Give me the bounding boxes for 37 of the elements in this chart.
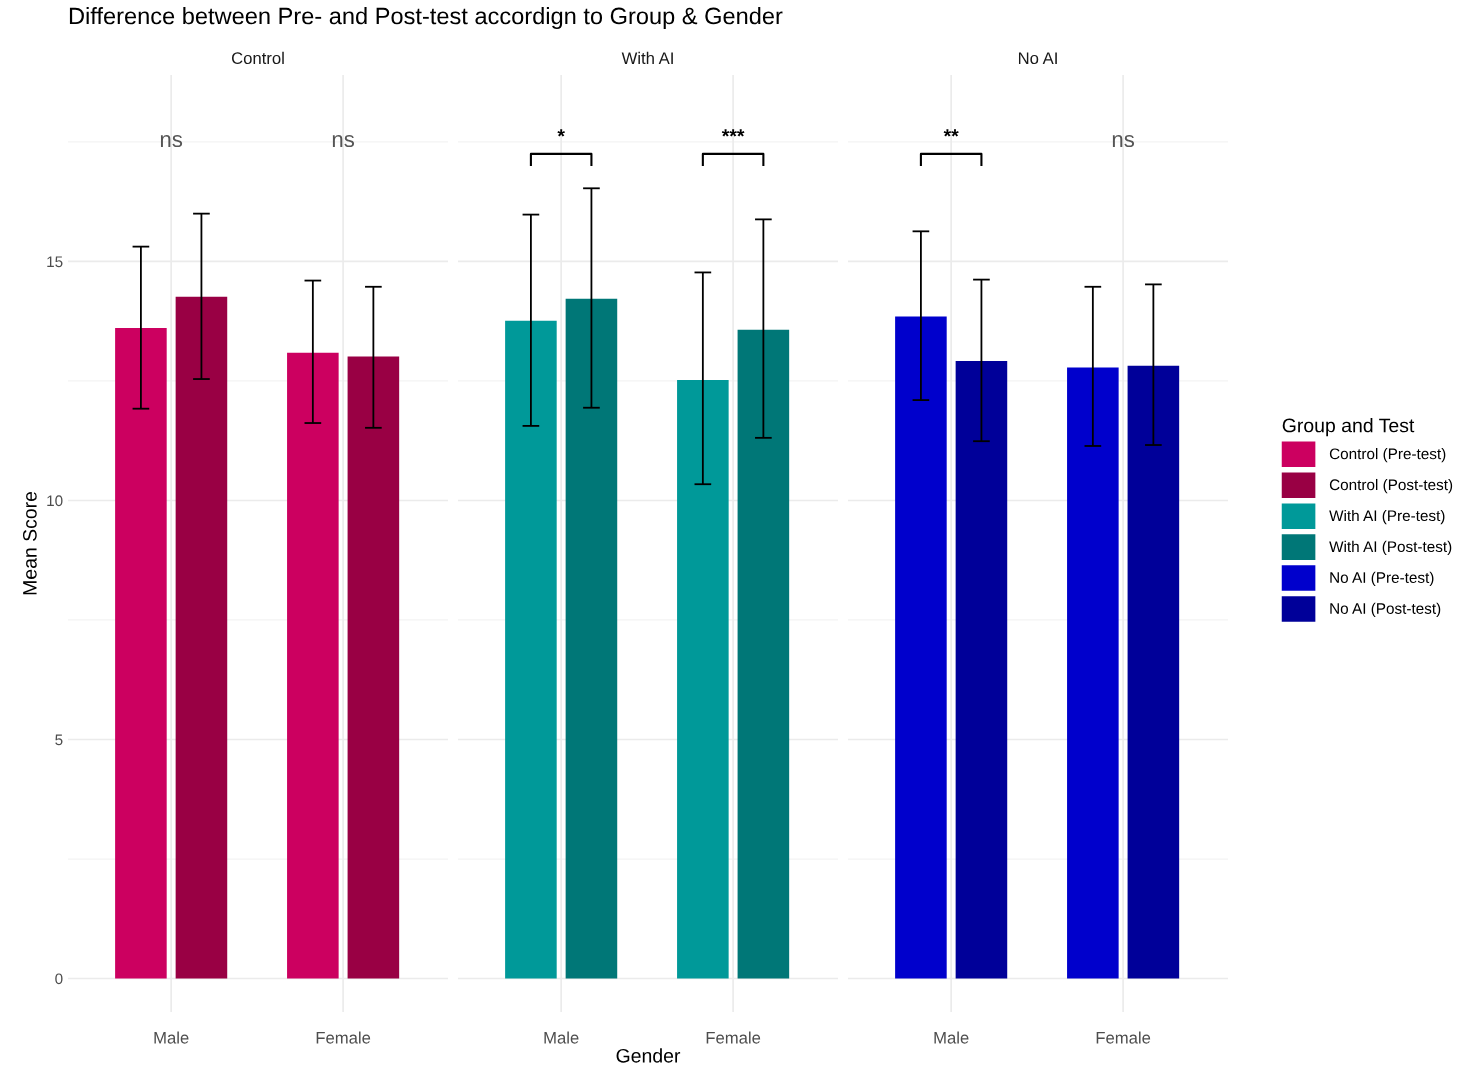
y-tick-label: 10 [47,495,63,507]
bar [955,360,1008,979]
y-axis-title: Mean Score [22,491,37,595]
bar [1067,367,1119,979]
annotation: * [557,129,565,137]
bar [287,352,339,979]
x-tick-label: Female [316,1031,371,1044]
legend-title: Group and Test [1282,418,1415,437]
legend-label: No AI (Post-test) [1330,602,1441,617]
annotation: ** [943,129,959,137]
chart-title: Difference between Pre- and Post-test accordign to Group & Gender [69,7,783,29]
x-tick-label: Male [154,1031,189,1044]
legend-label: Control (Post-test) [1329,478,1453,494]
legend-label: No AI (Pre-test) [1330,571,1434,586]
x-tick-label: Female [706,1031,761,1044]
legend-label: With AI (Post-test) [1329,540,1452,556]
y-tick-label: 15 [47,256,63,268]
x-tick-label: Female [1096,1031,1151,1044]
chart-subtitle: No AI [1018,52,1057,65]
x-tick-label: Male [934,1031,969,1044]
annotation: ns [160,134,183,148]
chart-subtitle: Control [231,51,284,65]
y-tick-label: 5 [55,734,63,746]
legend-label: With AI (Pre-test) [1329,509,1445,525]
x-axis-title: Gender [616,1048,681,1063]
chart-subtitle: With AI [621,51,673,65]
annotation: *** [721,129,745,137]
bar [347,356,400,979]
legend-label: Control (Pre-test) [1329,448,1446,463]
bar [895,316,947,979]
x-tick-label: Male [544,1031,579,1044]
bar [115,327,167,979]
annotation: ns [332,134,355,148]
bar [1127,365,1180,979]
annotation: ns [1112,134,1135,148]
y-tick-label: 0 [55,973,63,985]
bar [175,296,228,979]
